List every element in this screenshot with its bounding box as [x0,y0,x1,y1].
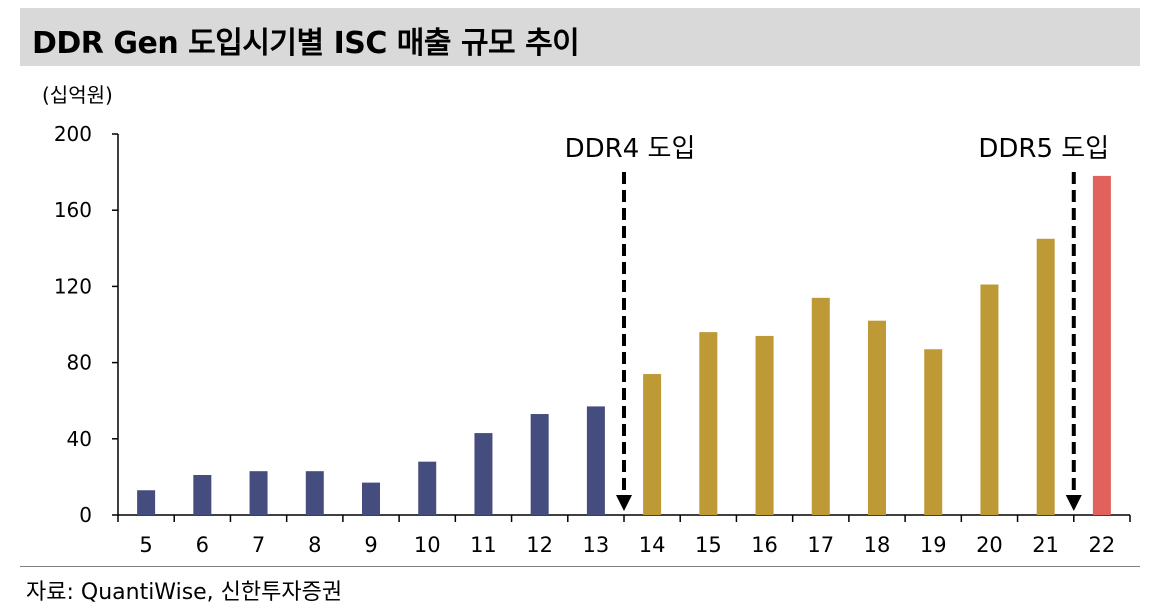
annotation-arrowhead [616,495,632,511]
x-tick-label: 5 [139,533,152,557]
y-tick-label: 200 [54,122,92,146]
bar-12 [530,414,549,515]
source-note: 자료: QuantiWise, 신한투자증권 [26,580,343,605]
bar-15 [699,332,718,515]
x-tick-label: 18 [864,533,891,557]
x-tick-label: 7 [252,533,265,557]
x-tick-label: 16 [751,533,778,557]
bar-14 [643,374,662,515]
y-tick-label: 40 [67,427,92,451]
x-tick-label: 17 [807,533,834,557]
y-tick-label: 160 [54,198,92,222]
x-tick-label: 9 [364,533,377,557]
annotation-label: DDR4 도입 [565,134,696,164]
y-unit-label: (십억원) [42,83,113,107]
x-tick-label: 15 [695,533,722,557]
x-tick-label: 11 [470,533,497,557]
x-tick-label: 13 [583,533,610,557]
y-tick-label: 80 [67,351,92,375]
x-tick-label: 20 [976,533,1003,557]
chart-title: DDR Gen 도입시기별 ISC 매출 규모 추이 [32,26,580,61]
x-tick-label: 12 [526,533,553,557]
x-tick-label: 22 [1089,533,1116,557]
bar-8 [305,471,324,515]
bar-13 [586,406,605,515]
bar-7 [249,471,268,515]
bar-19 [924,349,943,515]
bar-16 [755,335,774,515]
annotation-label: DDR5 도입 [978,134,1109,164]
bar-18 [868,320,886,515]
bar-21 [1036,238,1055,515]
x-tick-label: 6 [196,533,209,557]
x-tick-label: 8 [308,533,321,557]
x-tick-label: 21 [1032,533,1059,557]
bar-5 [137,490,156,515]
x-tick-label: 14 [639,533,666,557]
x-tick-label: 10 [414,533,441,557]
bar-10 [418,461,437,515]
bar-17 [811,297,830,515]
bar-11 [474,433,493,515]
bar-6 [193,474,212,515]
bar-20 [980,284,999,515]
y-tick-label: 0 [79,503,92,527]
y-tick-label: 120 [54,274,92,298]
title-bar: DDR Gen 도입시기별 ISC 매출 규모 추이 [20,8,1140,66]
bar-9 [362,482,380,515]
bar-22 [1092,175,1111,515]
x-tick-label: 19 [920,533,947,557]
footer-divider [20,566,1140,567]
annotation-arrowhead [1065,495,1082,511]
